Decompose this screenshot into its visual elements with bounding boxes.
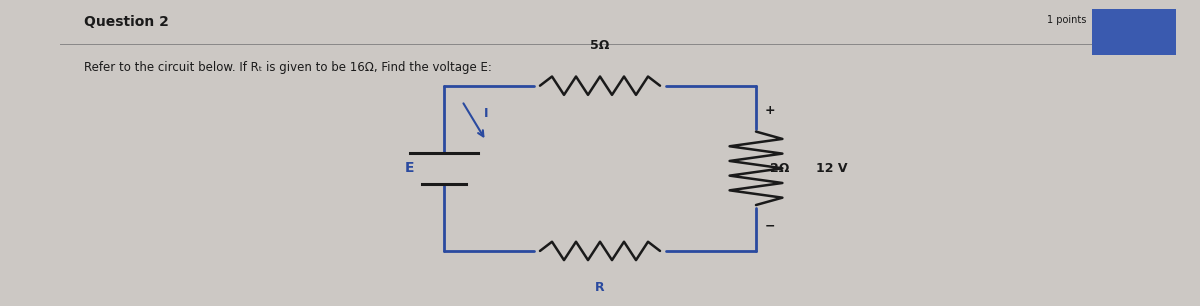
Text: E: E [404, 161, 414, 175]
Text: 12 V: 12 V [816, 162, 847, 175]
Text: Refer to the circuit below. If Rₜ is given to be 16Ω, Find the voltage E:: Refer to the circuit below. If Rₜ is giv… [84, 61, 492, 74]
Text: Question 2: Question 2 [84, 15, 169, 29]
Bar [1092, 9, 1176, 55]
Text: +: + [766, 104, 775, 117]
Text: R: R [595, 281, 605, 294]
Text: I: I [484, 107, 488, 120]
Text: 5Ω: 5Ω [590, 39, 610, 52]
Text: 1 points: 1 points [1046, 15, 1086, 25]
Text: 2Ω: 2Ω [770, 162, 790, 175]
Text: −: − [766, 220, 775, 233]
